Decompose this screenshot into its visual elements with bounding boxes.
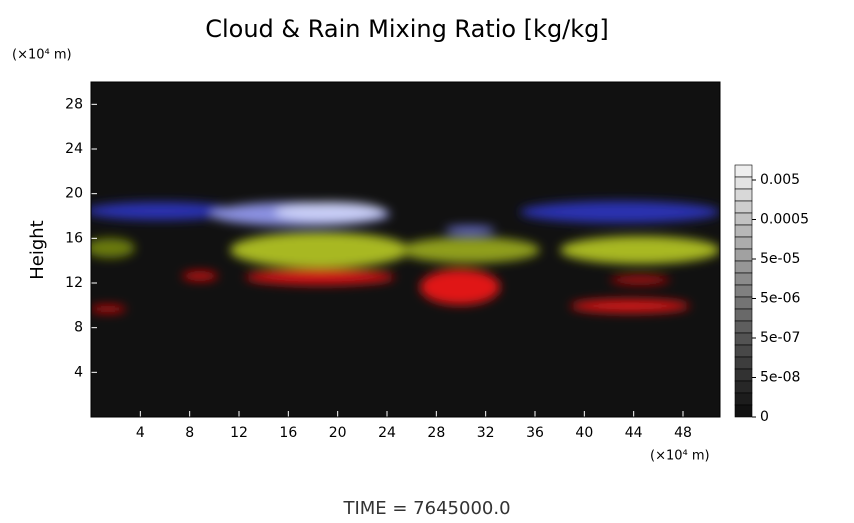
colorbar-box xyxy=(734,200,753,214)
colorbar-label: 5e-05 xyxy=(760,251,800,267)
y-tick-label: 12 xyxy=(65,275,83,291)
colorbar-label: 0.005 xyxy=(760,172,800,188)
colorbar-box xyxy=(734,308,753,322)
y-tick-label: 24 xyxy=(65,141,83,157)
x-tick-label: 12 xyxy=(230,425,248,441)
x-tick-label: 36 xyxy=(526,425,544,441)
y-unit: (×10⁴ m) xyxy=(12,48,72,63)
colorbar-box xyxy=(734,320,753,334)
y-axis-label: Height xyxy=(27,220,48,280)
colorbar-label: 5e-06 xyxy=(760,291,800,307)
colorbar-box xyxy=(734,248,753,262)
colorbar-box xyxy=(734,368,753,382)
x-tick-label: 16 xyxy=(279,425,297,441)
x-tick-label: 4 xyxy=(136,425,145,441)
colorbar-label: 5e-08 xyxy=(760,370,800,386)
x-tick-label: 48 xyxy=(674,425,692,441)
x-tick-label: 20 xyxy=(329,425,347,441)
colorbar-box xyxy=(734,272,753,286)
colorbar-box xyxy=(734,212,753,226)
colorbar-box xyxy=(734,380,753,394)
colorbar-box xyxy=(734,344,753,358)
x-tick-label: 8 xyxy=(185,425,194,441)
chart-title: Cloud & Rain Mixing Ratio [kg/kg] xyxy=(205,15,609,43)
colorbar-box xyxy=(734,404,753,418)
colorbar-box xyxy=(734,236,753,250)
colorbar-box xyxy=(734,332,753,346)
y-tick-label: 20 xyxy=(65,186,83,202)
y-tick-label: 28 xyxy=(65,96,83,112)
colorbar-box xyxy=(734,176,753,190)
colorbar-box xyxy=(734,188,753,202)
x-tick-label: 24 xyxy=(378,425,396,441)
y-tick-label: 4 xyxy=(74,364,83,380)
colorbar-box xyxy=(734,356,753,370)
x-tick-label: 28 xyxy=(427,425,445,441)
x-tick-label: 44 xyxy=(625,425,643,441)
colorbar-box xyxy=(734,284,753,298)
x-tick-label: 32 xyxy=(477,425,495,441)
y-tick-label: 16 xyxy=(65,230,83,246)
colorbar-label: 5e-07 xyxy=(760,330,800,346)
colorbar-label: 0.0005 xyxy=(760,212,809,228)
colorbar-label: 0 xyxy=(760,409,769,425)
colorbar-box xyxy=(734,164,753,178)
time-label: TIME = 7645000.0 xyxy=(342,498,510,519)
y-tick-label: 8 xyxy=(74,320,83,336)
colorbar-box xyxy=(734,296,753,310)
x-tick-label: 40 xyxy=(575,425,593,441)
colorbar-box xyxy=(734,392,753,406)
plot-frame xyxy=(90,81,721,418)
x-unit: (×10⁴ m) xyxy=(650,449,710,464)
colorbar-box xyxy=(734,260,753,274)
colorbar-box xyxy=(734,224,753,238)
field xyxy=(91,201,720,313)
